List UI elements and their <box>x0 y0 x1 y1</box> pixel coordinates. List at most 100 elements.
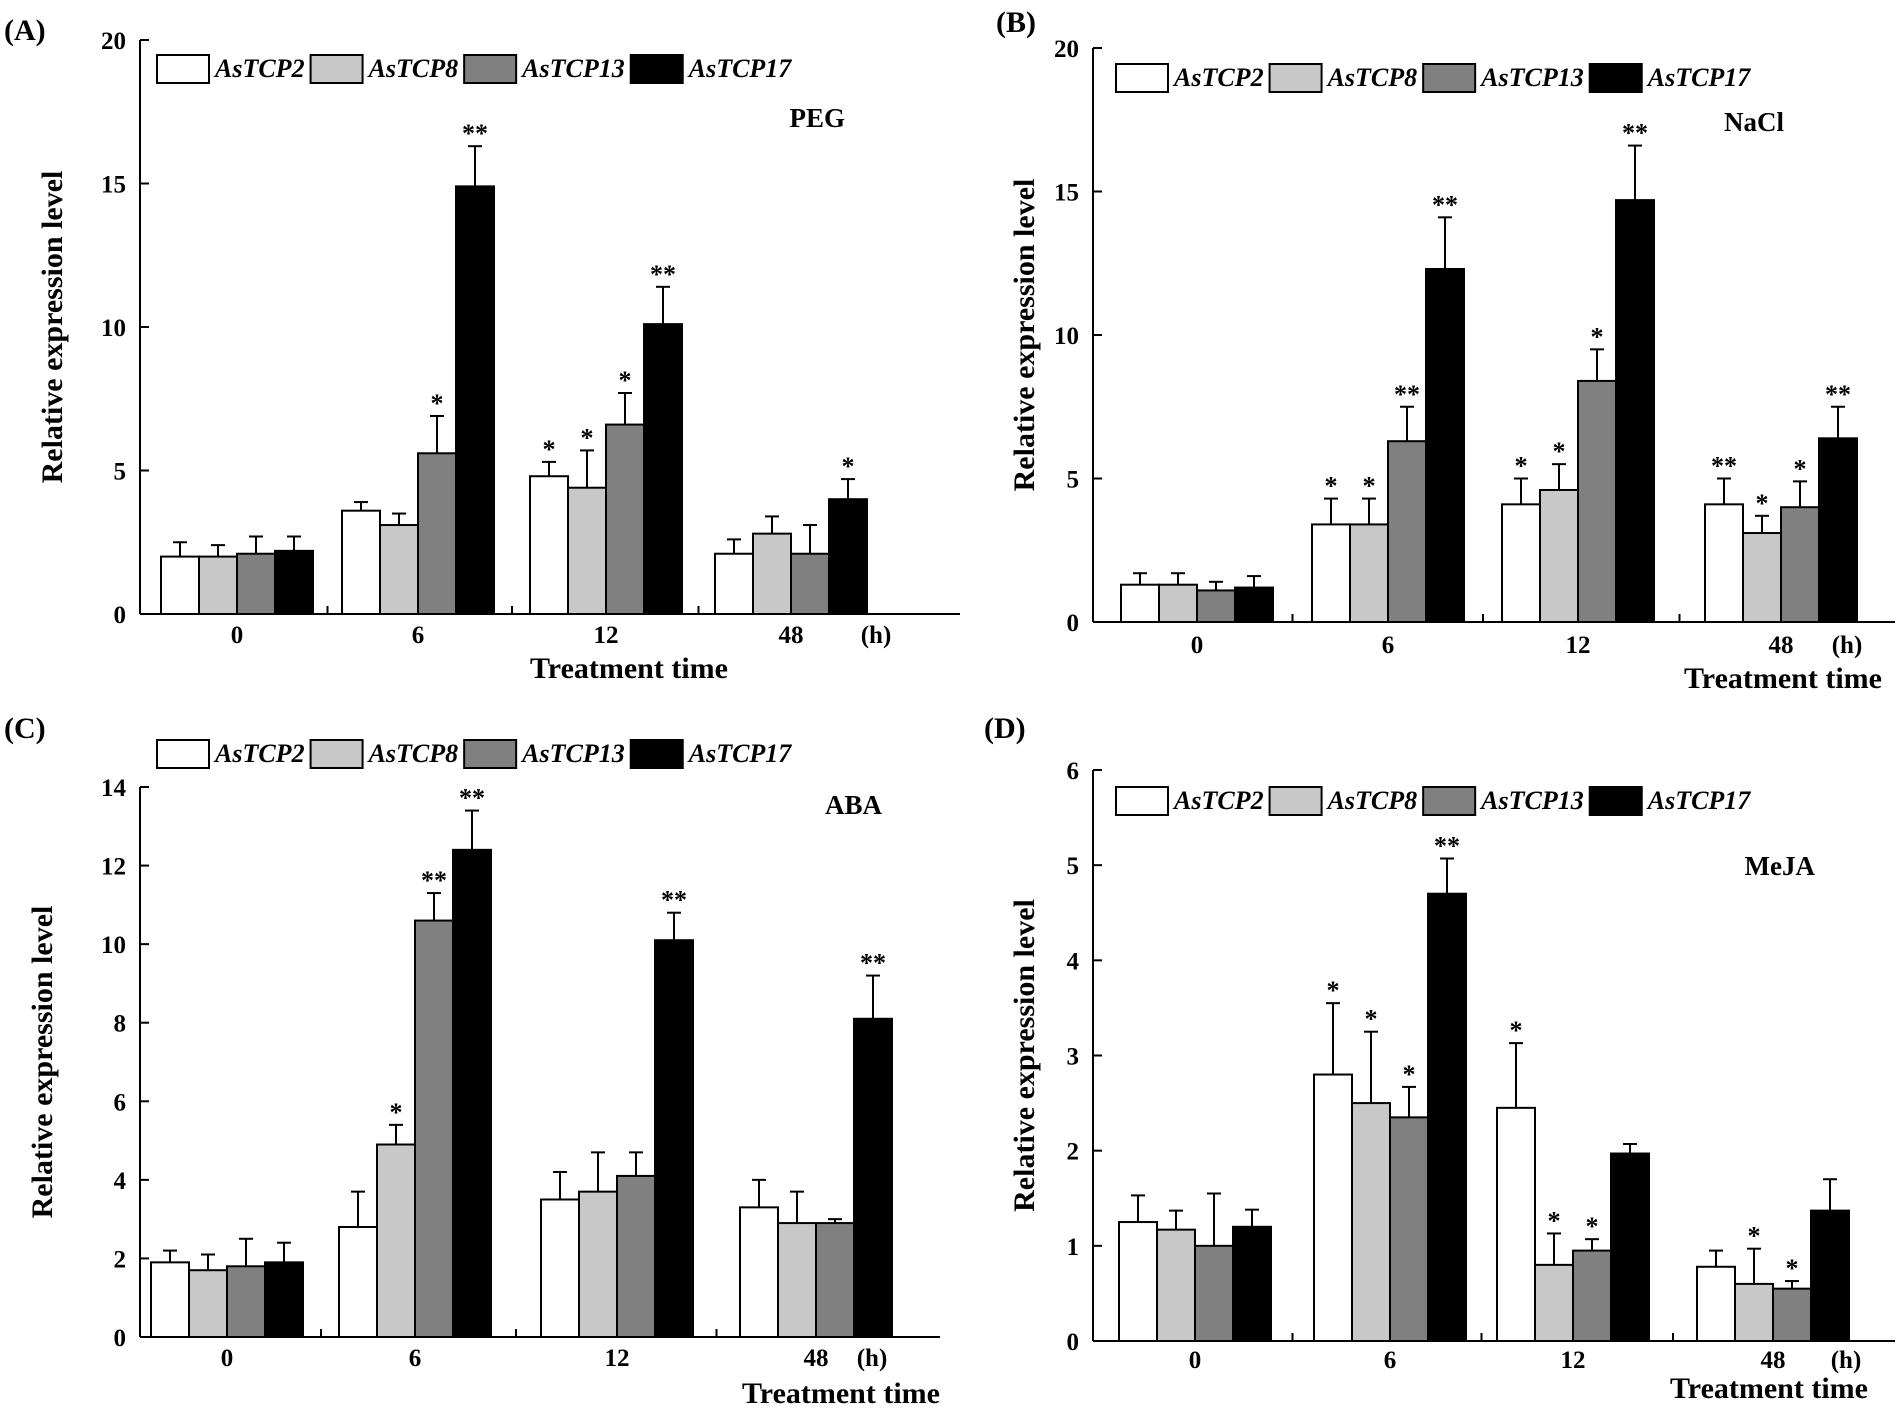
treatment-label: PEG <box>789 103 845 133</box>
significance-mark: * <box>1365 1005 1378 1034</box>
x-tick-label: 48 <box>804 1345 829 1372</box>
legend-label-astcp2: AsTCP2 <box>213 54 305 83</box>
legend-swatch-astcp13 <box>1422 786 1477 816</box>
bar-astcp13 <box>1772 1287 1812 1342</box>
x-tick-label: 48 <box>1769 632 1794 659</box>
y-tick-label: 20 <box>101 28 126 55</box>
x-tick-label: 0 <box>221 1345 234 1372</box>
bar-astcp2 <box>540 1198 580 1338</box>
y-tick-label: 1 <box>1067 1234 1080 1261</box>
bar-astcp8 <box>777 1222 817 1338</box>
bar-astcp2 <box>1704 503 1744 623</box>
x-unit-label: (h) <box>1832 632 1863 659</box>
bar-astcp13 <box>236 552 276 615</box>
significance-mark: * <box>1586 1212 1599 1241</box>
y-tick-label: 4 <box>114 1168 127 1195</box>
y-axis-title: Relative expression level <box>1008 179 1041 492</box>
bar-astcp13 <box>1780 506 1820 624</box>
bar-astcp13 <box>1572 1249 1612 1343</box>
significance-mark: * <box>1363 472 1376 501</box>
panel-label: (B) <box>996 6 1036 39</box>
significance-mark: * <box>842 452 855 481</box>
bar-astcp2 <box>338 1226 378 1338</box>
significance-mark: ** <box>1825 380 1851 409</box>
legend-swatch-astcp13 <box>1422 63 1477 93</box>
bar-astcp2 <box>1496 1106 1536 1343</box>
significance-mark: * <box>1403 1060 1416 1089</box>
treatment-label: MeJA <box>1745 851 1816 881</box>
legend-swatch-astcp13 <box>463 739 518 769</box>
legend-swatch-astcp13 <box>463 54 518 84</box>
legend-label-astcp8: AsTCP8 <box>1326 63 1418 92</box>
bar-astcp8 <box>188 1269 228 1338</box>
legend-swatch-astcp8 <box>309 739 364 769</box>
bar-astcp8 <box>379 524 419 616</box>
bar-astcp2 <box>1118 1221 1158 1342</box>
bar-astcp17 <box>828 498 868 616</box>
y-tick-label: 5 <box>1067 467 1080 494</box>
panel-label: (D) <box>984 712 1026 745</box>
bar-astcp17 <box>452 848 492 1338</box>
legend-label-astcp8: AsTCP8 <box>367 739 459 768</box>
x-tick-label: 0 <box>231 622 244 649</box>
bar-astcp17 <box>654 939 694 1338</box>
x-tick-label: 48 <box>1761 1347 1786 1374</box>
bar-astcp2 <box>1501 503 1541 623</box>
significance-mark: * <box>1786 1254 1799 1283</box>
y-tick-label: 8 <box>114 1011 127 1038</box>
bar-astcp17 <box>1232 1225 1272 1343</box>
legend-label-astcp17: AsTCP17 <box>687 739 793 768</box>
bar-astcp13 <box>815 1222 855 1338</box>
significance-mark: * <box>431 389 444 418</box>
x-tick-label: 6 <box>409 1345 422 1372</box>
y-tick-label: 2 <box>1067 1139 1080 1166</box>
bar-astcp13 <box>605 423 645 615</box>
x-unit-label: (h) <box>1831 1347 1862 1374</box>
significance-mark: ** <box>1622 119 1648 148</box>
significance-mark: ** <box>462 119 488 148</box>
legend-swatch-astcp2 <box>1115 63 1169 93</box>
bar-astcp17 <box>1615 199 1655 624</box>
legend-swatch-astcp17 <box>629 739 684 769</box>
bar-astcp8 <box>1734 1282 1774 1343</box>
y-tick-label: 10 <box>101 315 126 342</box>
bar-astcp2 <box>739 1206 779 1339</box>
bar-astcp8 <box>752 532 792 616</box>
x-axis-title: Treatment time <box>530 652 728 685</box>
significance-mark: ** <box>1711 452 1737 481</box>
bar-astcp2 <box>150 1261 190 1339</box>
treatment-label: NaCl <box>1724 107 1784 137</box>
legend-swatch-astcp2 <box>156 54 210 84</box>
x-tick-label: 6 <box>1382 632 1395 659</box>
y-axis-title: Relative expression level <box>1008 899 1041 1212</box>
bar-astcp17 <box>1818 437 1858 623</box>
significance-mark: * <box>1325 472 1338 501</box>
bar-astcp17 <box>264 1261 304 1339</box>
bar-astcp13 <box>1194 1244 1234 1343</box>
bar-astcp2 <box>529 475 569 615</box>
bar-astcp8 <box>1742 532 1782 624</box>
y-tick-label: 5 <box>1067 853 1080 880</box>
bar-astcp2 <box>1313 1073 1353 1342</box>
bar-astcp13 <box>226 1265 266 1339</box>
bar-astcp2 <box>341 509 381 615</box>
x-tick-label: 6 <box>1384 1347 1397 1374</box>
bar-astcp8 <box>376 1143 416 1338</box>
x-tick-label: 48 <box>779 622 804 649</box>
bar-astcp13 <box>417 452 457 615</box>
significance-mark: ** <box>1434 832 1460 861</box>
panel-label: (C) <box>4 712 46 745</box>
x-tick-label: 12 <box>594 622 619 649</box>
treatment-label: ABA <box>825 790 883 820</box>
legend-swatch-astcp8 <box>1268 63 1323 93</box>
y-tick-label: 2 <box>114 1246 127 1273</box>
legend-label-astcp2: AsTCP2 <box>1172 786 1264 815</box>
bar-astcp8 <box>1158 583 1198 624</box>
x-tick-label: 12 <box>1561 1347 1586 1374</box>
y-tick-label: 3 <box>1067 1044 1080 1071</box>
bar-astcp2 <box>714 552 754 615</box>
significance-mark: * <box>581 423 594 452</box>
significance-mark: * <box>1756 489 1769 518</box>
x-axis-title: Treatment time <box>742 1377 940 1409</box>
legend-label-astcp8: AsTCP8 <box>367 54 459 83</box>
